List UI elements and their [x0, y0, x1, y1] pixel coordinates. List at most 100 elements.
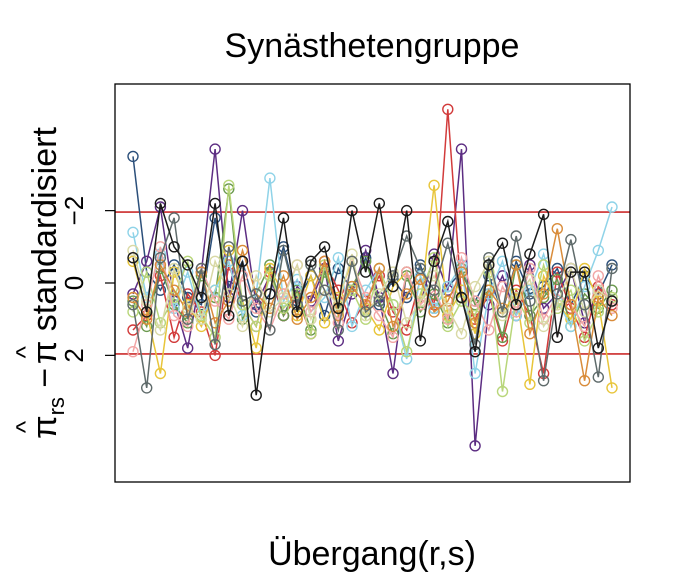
data-point: [387, 331, 399, 343]
data-point: [401, 204, 413, 217]
data-point: [305, 270, 317, 282]
data-point: [291, 313, 303, 325]
data-point: [551, 273, 563, 286]
series-11: [127, 212, 618, 394]
data-point: [127, 299, 139, 311]
data-point: [428, 179, 440, 192]
data-point: [223, 244, 235, 257]
data-point: [223, 309, 235, 322]
data-point: [606, 262, 618, 275]
data-point: [496, 255, 509, 267]
data-point: [442, 237, 454, 249]
data-point: [565, 320, 577, 333]
data-point: [154, 201, 167, 213]
data-point: [537, 208, 550, 221]
data-point: [537, 320, 550, 333]
data-point: [195, 291, 208, 304]
data-point: [209, 349, 221, 362]
data-point: [360, 266, 372, 278]
data-point: [209, 338, 221, 351]
data-point: [387, 367, 399, 380]
data-point: [496, 237, 509, 249]
data-point: [209, 255, 221, 267]
data-point: [592, 342, 604, 354]
data-point: [250, 320, 262, 333]
data-point: [291, 306, 303, 318]
data-point: [305, 255, 317, 267]
data-point: [264, 172, 276, 184]
data-point: [264, 306, 276, 318]
data-point: [181, 266, 194, 278]
data-point: [524, 284, 536, 296]
data-point: [455, 143, 468, 155]
data-point: [496, 306, 509, 318]
data-point: [483, 324, 495, 336]
data-point: [455, 328, 468, 340]
data-point: [127, 252, 139, 264]
data-point: [401, 346, 413, 358]
data-point: [483, 259, 495, 271]
data-point: [305, 259, 317, 271]
data-point: [578, 299, 591, 311]
data-point: [223, 255, 235, 267]
data-point: [414, 273, 427, 286]
data-point: [168, 309, 180, 322]
data-point: [524, 248, 536, 260]
data-point: [469, 346, 481, 358]
data-point: [524, 317, 536, 329]
data-point: [181, 313, 194, 325]
data-point: [469, 295, 481, 307]
data-point: [250, 389, 262, 401]
data-point: [592, 306, 604, 318]
data-point: [537, 270, 550, 282]
series-12: [127, 197, 618, 401]
data-point: [469, 280, 481, 293]
data-point: [209, 295, 221, 307]
data-point: [496, 270, 509, 282]
data-point: [127, 226, 139, 239]
data-point: [578, 280, 591, 293]
data-point: [442, 103, 454, 116]
data-point: [387, 270, 399, 282]
data-point: [332, 324, 344, 336]
y-label-suffix: standardisiert: [26, 127, 64, 341]
data-point: [414, 335, 427, 347]
data-point: [127, 244, 139, 257]
data-point: [154, 252, 167, 264]
data-point: [606, 382, 618, 394]
data-point: [264, 270, 276, 282]
data-point: [442, 215, 454, 228]
data-point: [592, 244, 604, 257]
data-point: [455, 291, 468, 304]
data-point: [127, 346, 139, 358]
data-point: [565, 299, 577, 311]
data-point: [223, 295, 235, 307]
data-point: [332, 284, 344, 296]
data-point: [373, 309, 385, 322]
data-point: [469, 367, 481, 380]
data-point: [264, 302, 276, 314]
data-point: [524, 378, 536, 390]
data-point: [606, 284, 618, 296]
data-point: [223, 179, 235, 192]
data-point: [606, 201, 618, 213]
y-axis: −2 0 2: [59, 196, 116, 363]
data-point: [373, 197, 385, 210]
data-point: [469, 440, 481, 452]
data-point: [442, 320, 454, 333]
data-point: [127, 291, 139, 304]
data-point: [592, 295, 604, 307]
data-point: [223, 241, 235, 253]
data-point: [168, 212, 180, 224]
data-point: [414, 262, 427, 275]
pi-hat-rs-subscript: rs: [44, 397, 69, 415]
pi-hat: π: [26, 341, 64, 364]
data-point: [195, 262, 208, 275]
y-label-minus: −: [26, 358, 64, 397]
data-point: [373, 288, 385, 300]
pi-hat-rs-hat: ^: [10, 420, 40, 433]
data-point: [181, 302, 194, 314]
y-axis-label-text: ^πrs − ^π standardisiert: [10, 127, 69, 439]
data-point: [209, 212, 221, 224]
data-point: [578, 266, 591, 278]
